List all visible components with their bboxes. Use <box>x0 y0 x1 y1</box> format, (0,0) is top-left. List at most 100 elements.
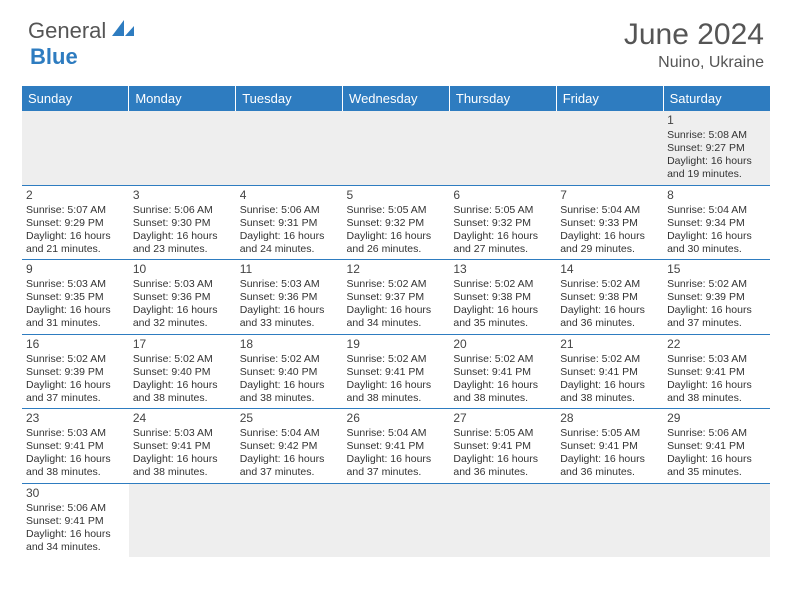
calendar-day-cell: 9Sunrise: 5:03 AMSunset: 9:35 PMDaylight… <box>22 260 129 335</box>
calendar-day-cell: 20Sunrise: 5:02 AMSunset: 9:41 PMDayligh… <box>449 334 556 409</box>
daylight-text: Daylight: 16 hours <box>240 379 339 392</box>
sunset-text: Sunset: 9:33 PM <box>560 217 659 230</box>
sunset-text: Sunset: 9:41 PM <box>453 440 552 453</box>
daylight-text-2: and 34 minutes. <box>26 541 125 554</box>
sunrise-text: Sunrise: 5:05 AM <box>560 427 659 440</box>
daylight-text: Daylight: 16 hours <box>26 528 125 541</box>
calendar-day-cell: 2Sunrise: 5:07 AMSunset: 9:29 PMDaylight… <box>22 185 129 260</box>
day-number: 12 <box>347 262 446 277</box>
day-number: 25 <box>240 411 339 426</box>
day-number: 14 <box>560 262 659 277</box>
calendar-day-cell <box>663 483 770 557</box>
sunset-text: Sunset: 9:38 PM <box>560 291 659 304</box>
weekday-header: Thursday <box>449 86 556 111</box>
calendar-day-cell: 11Sunrise: 5:03 AMSunset: 9:36 PMDayligh… <box>236 260 343 335</box>
day-number: 6 <box>453 188 552 203</box>
sunrise-text: Sunrise: 5:03 AM <box>26 278 125 291</box>
daylight-text-2: and 24 minutes. <box>240 243 339 256</box>
sunset-text: Sunset: 9:41 PM <box>667 440 766 453</box>
logo-text-1: General <box>28 18 106 44</box>
calendar-day-cell: 21Sunrise: 5:02 AMSunset: 9:41 PMDayligh… <box>556 334 663 409</box>
day-number: 2 <box>26 188 125 203</box>
daylight-text-2: and 38 minutes. <box>133 392 232 405</box>
daylight-text-2: and 38 minutes. <box>240 392 339 405</box>
sunrise-text: Sunrise: 5:05 AM <box>347 204 446 217</box>
daylight-text-2: and 26 minutes. <box>347 243 446 256</box>
sunrise-text: Sunrise: 5:04 AM <box>667 204 766 217</box>
sunset-text: Sunset: 9:41 PM <box>133 440 232 453</box>
calendar-day-cell: 16Sunrise: 5:02 AMSunset: 9:39 PMDayligh… <box>22 334 129 409</box>
daylight-text-2: and 36 minutes. <box>453 466 552 479</box>
calendar-day-cell: 23Sunrise: 5:03 AMSunset: 9:41 PMDayligh… <box>22 409 129 484</box>
calendar-day-cell: 17Sunrise: 5:02 AMSunset: 9:40 PMDayligh… <box>129 334 236 409</box>
sunrise-text: Sunrise: 5:02 AM <box>347 278 446 291</box>
day-number: 7 <box>560 188 659 203</box>
daylight-text-2: and 36 minutes. <box>560 317 659 330</box>
daylight-text-2: and 27 minutes. <box>453 243 552 256</box>
sunset-text: Sunset: 9:40 PM <box>240 366 339 379</box>
weekday-header: Monday <box>129 86 236 111</box>
day-number: 4 <box>240 188 339 203</box>
day-number: 26 <box>347 411 446 426</box>
daylight-text: Daylight: 16 hours <box>560 230 659 243</box>
daylight-text: Daylight: 16 hours <box>26 230 125 243</box>
calendar-week-row: 16Sunrise: 5:02 AMSunset: 9:39 PMDayligh… <box>22 334 770 409</box>
calendar-day-cell: 6Sunrise: 5:05 AMSunset: 9:32 PMDaylight… <box>449 185 556 260</box>
daylight-text-2: and 38 minutes. <box>667 392 766 405</box>
daylight-text: Daylight: 16 hours <box>560 379 659 392</box>
calendar-day-cell <box>22 111 129 185</box>
sunrise-text: Sunrise: 5:02 AM <box>133 353 232 366</box>
daylight-text-2: and 37 minutes. <box>667 317 766 330</box>
weekday-header: Sunday <box>22 86 129 111</box>
daylight-text-2: and 33 minutes. <box>240 317 339 330</box>
calendar-day-cell: 7Sunrise: 5:04 AMSunset: 9:33 PMDaylight… <box>556 185 663 260</box>
daylight-text-2: and 23 minutes. <box>133 243 232 256</box>
daylight-text-2: and 38 minutes. <box>347 392 446 405</box>
sunrise-text: Sunrise: 5:02 AM <box>560 353 659 366</box>
day-number: 15 <box>667 262 766 277</box>
daylight-text: Daylight: 16 hours <box>133 453 232 466</box>
weekday-header: Friday <box>556 86 663 111</box>
logo: General <box>28 18 140 44</box>
sunset-text: Sunset: 9:41 PM <box>347 440 446 453</box>
calendar-day-cell: 1Sunrise: 5:08 AMSunset: 9:27 PMDaylight… <box>663 111 770 185</box>
sunset-text: Sunset: 9:41 PM <box>560 366 659 379</box>
calendar-day-cell <box>343 483 450 557</box>
daylight-text: Daylight: 16 hours <box>667 155 766 168</box>
day-number: 30 <box>26 486 125 501</box>
calendar-day-cell: 18Sunrise: 5:02 AMSunset: 9:40 PMDayligh… <box>236 334 343 409</box>
sunset-text: Sunset: 9:34 PM <box>667 217 766 230</box>
day-number: 9 <box>26 262 125 277</box>
sunset-text: Sunset: 9:36 PM <box>240 291 339 304</box>
daylight-text: Daylight: 16 hours <box>560 304 659 317</box>
sunrise-text: Sunrise: 5:02 AM <box>26 353 125 366</box>
day-number: 5 <box>347 188 446 203</box>
sunrise-text: Sunrise: 5:03 AM <box>133 278 232 291</box>
daylight-text-2: and 29 minutes. <box>560 243 659 256</box>
daylight-text: Daylight: 16 hours <box>240 230 339 243</box>
sunset-text: Sunset: 9:32 PM <box>347 217 446 230</box>
daylight-text-2: and 38 minutes. <box>560 392 659 405</box>
sunrise-text: Sunrise: 5:07 AM <box>26 204 125 217</box>
daylight-text: Daylight: 16 hours <box>560 453 659 466</box>
calendar-day-cell <box>129 111 236 185</box>
daylight-text: Daylight: 16 hours <box>26 453 125 466</box>
sunset-text: Sunset: 9:41 PM <box>560 440 659 453</box>
day-number: 20 <box>453 337 552 352</box>
sunset-text: Sunset: 9:40 PM <box>133 366 232 379</box>
calendar-day-cell: 27Sunrise: 5:05 AMSunset: 9:41 PMDayligh… <box>449 409 556 484</box>
sunset-text: Sunset: 9:30 PM <box>133 217 232 230</box>
daylight-text: Daylight: 16 hours <box>133 304 232 317</box>
sunrise-text: Sunrise: 5:06 AM <box>667 427 766 440</box>
sunset-text: Sunset: 9:39 PM <box>667 291 766 304</box>
daylight-text-2: and 32 minutes. <box>133 317 232 330</box>
day-number: 22 <box>667 337 766 352</box>
calendar-day-cell: 4Sunrise: 5:06 AMSunset: 9:31 PMDaylight… <box>236 185 343 260</box>
calendar-day-cell: 5Sunrise: 5:05 AMSunset: 9:32 PMDaylight… <box>343 185 450 260</box>
day-number: 19 <box>347 337 446 352</box>
daylight-text-2: and 35 minutes. <box>667 466 766 479</box>
sunset-text: Sunset: 9:41 PM <box>26 515 125 528</box>
day-number: 18 <box>240 337 339 352</box>
daylight-text: Daylight: 16 hours <box>26 304 125 317</box>
daylight-text-2: and 34 minutes. <box>347 317 446 330</box>
